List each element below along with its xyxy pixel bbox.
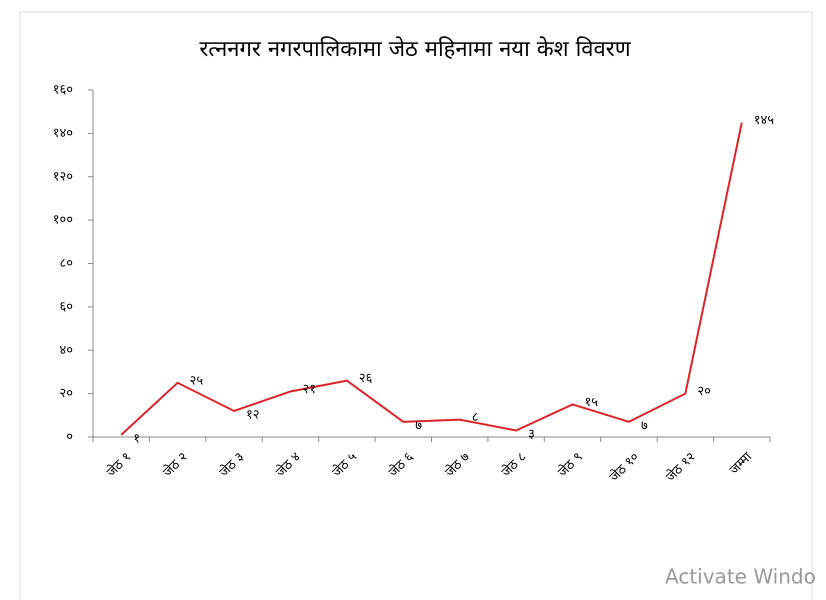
y-tick-label: १६० <box>53 83 73 98</box>
data-label: १ <box>133 431 140 446</box>
watermark: Activate Windo <box>665 565 816 589</box>
data-label: १२ <box>246 407 260 422</box>
data-label: ३ <box>528 427 535 442</box>
data-label: २५ <box>190 373 204 388</box>
data-label: १४५ <box>754 113 775 128</box>
y-tick-label: २० <box>59 386 73 401</box>
data-label: १५ <box>585 395 599 410</box>
chart-title: रत्ननगर नगरपालिकामा जेठ महिनामा नया केश … <box>199 36 631 62</box>
y-tick-label: ८० <box>59 256 73 271</box>
line <box>120 122 743 436</box>
data-label: २६ <box>359 371 373 386</box>
data-label: ७ <box>641 418 648 433</box>
data-label: २१ <box>302 382 316 397</box>
y-tick-label: ६० <box>59 299 73 314</box>
chart-frame <box>19 11 813 600</box>
data-label: ८ <box>472 410 479 425</box>
y-tick-label: १२० <box>53 169 73 184</box>
y-tick-label: १०० <box>53 213 73 228</box>
y-tick-label: ४० <box>59 343 73 358</box>
data-label: २० <box>697 384 711 399</box>
y-tick-label: ० <box>66 430 73 445</box>
data-label: ७ <box>415 418 422 433</box>
y-tick-label: १४० <box>53 126 73 141</box>
